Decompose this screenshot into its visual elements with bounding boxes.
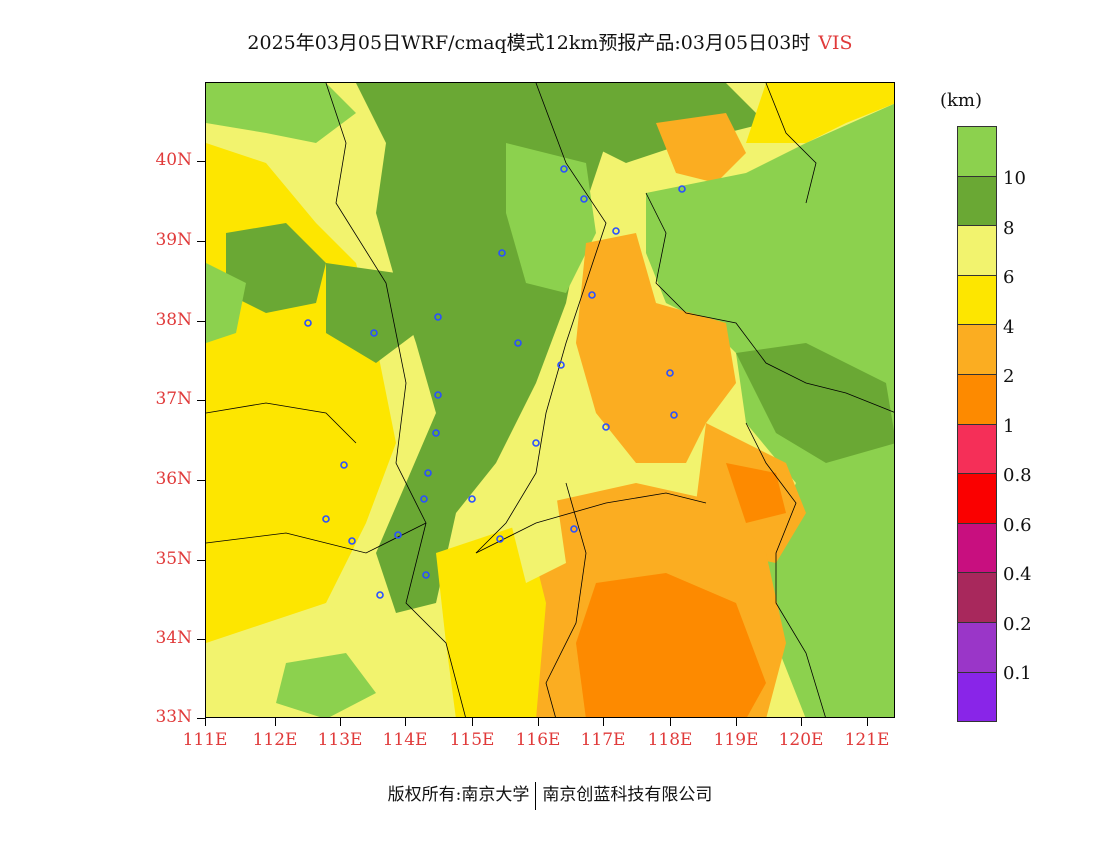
lon-tick (340, 718, 341, 726)
lat-tick (197, 639, 205, 640)
lon-label-119e: 119E (713, 730, 759, 750)
lat-label-39n: 39N (155, 230, 192, 250)
lat-tick (197, 321, 205, 322)
lat-tick (197, 560, 205, 561)
legend-color-box (957, 274, 997, 326)
legend-color-box (957, 423, 997, 475)
legend-color-box (957, 126, 997, 177)
legend-label: 8 (1003, 218, 1015, 239)
legend-label: 2 (1003, 366, 1015, 387)
lon-tick (205, 718, 206, 726)
city-markers (304, 165, 686, 599)
lon-tick (670, 718, 671, 726)
lon-label-118e: 118E (647, 730, 693, 750)
lon-label-113e: 113E (317, 730, 363, 750)
legend-color-box (957, 175, 997, 227)
legend-color-box (957, 522, 997, 574)
legend-label: 0.8 (1003, 465, 1032, 486)
lat-label-33n: 33N (155, 707, 192, 727)
lat-label-37n: 37N (155, 389, 192, 409)
lon-tick (736, 718, 737, 726)
legend-label: 0.2 (1003, 614, 1032, 635)
legend-label: 0.1 (1003, 663, 1032, 684)
lon-label-115e: 115E (449, 730, 495, 750)
lon-label-120e: 120E (778, 730, 824, 750)
lon-tick (538, 718, 539, 726)
footer-right: 南京创蓝科技有限公司 (542, 785, 713, 805)
copyright-footer: 版权所有:南京大学 南京创蓝科技有限公司 (0, 780, 1100, 810)
lat-label-40n: 40N (155, 150, 192, 170)
lat-tick (197, 161, 205, 162)
legend-color-box (957, 225, 997, 276)
lat-label-36n: 36N (155, 469, 192, 489)
map-title: 2025年03月05日WRF/cmaq模式12km预报产品:03月05日03时 V… (0, 28, 1100, 55)
title-main: 2025年03月05日WRF/cmaq模式12km预报产品:03月05日03时 (247, 32, 811, 54)
lat-label-35n: 35N (155, 549, 192, 569)
lon-tick (405, 718, 406, 726)
visibility-map (205, 82, 895, 718)
legend-label: 0.6 (1003, 515, 1032, 536)
lon-tick (801, 718, 802, 726)
lon-tick (472, 718, 473, 726)
lon-label-112e: 112E (252, 730, 298, 750)
legend-color-box (957, 374, 997, 425)
legend-color-box (957, 572, 997, 623)
legend-label: 4 (1003, 317, 1015, 338)
legend-label: 0.4 (1003, 564, 1032, 585)
lat-label-38n: 38N (155, 310, 192, 330)
lon-label-117e: 117E (580, 730, 626, 750)
legend-color-box (957, 671, 997, 723)
lon-label-114e: 114E (382, 730, 428, 750)
legend-label: 10 (1003, 168, 1026, 189)
legend-color-box (957, 473, 997, 524)
legend-color-box (957, 324, 997, 375)
lat-tick (197, 480, 205, 481)
legend-label: 6 (1003, 267, 1015, 288)
lon-tick (275, 718, 276, 726)
lon-label-116e: 116E (515, 730, 561, 750)
visibility-map-svg (206, 83, 894, 717)
lat-tick (197, 718, 205, 719)
lon-tick (867, 718, 868, 726)
lon-label-121e: 121E (844, 730, 890, 750)
lon-label-111e: 111E (182, 730, 228, 750)
legend-label: 1 (1003, 416, 1015, 437)
lat-tick (197, 241, 205, 242)
lat-tick (197, 400, 205, 401)
legend-unit: (km) (940, 90, 983, 111)
lon-tick (603, 718, 604, 726)
footer-separator (535, 781, 537, 810)
lat-label-34n: 34N (155, 628, 192, 648)
legend-color-box (957, 622, 997, 673)
footer-left: 版权所有:南京大学 (387, 785, 530, 805)
title-variable: VIS (818, 32, 853, 54)
